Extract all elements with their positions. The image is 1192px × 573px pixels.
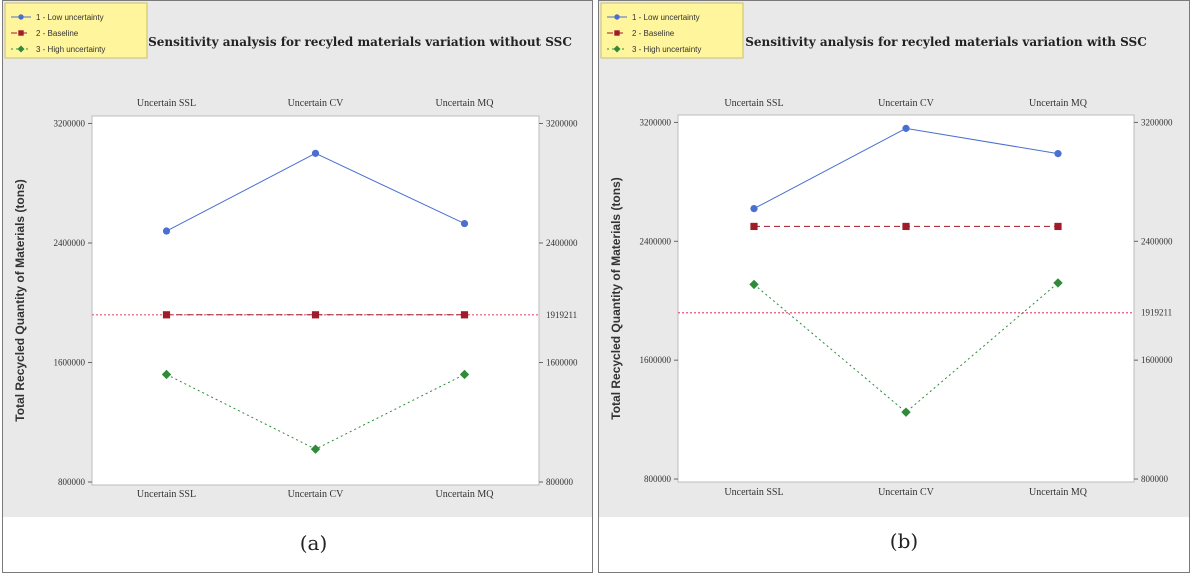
x-tick-label: Uncertain MQ <box>435 489 494 500</box>
y-axis-label: Total Recycled Quantity of Materials (to… <box>13 179 27 421</box>
data-point-series-3 <box>161 369 172 380</box>
y-tick-label-left: 3200000 <box>54 118 86 128</box>
legend: 1 - Low uncertainty 2 - Baseline 3 - High … <box>4 2 148 59</box>
legend-label: 3 - High uncertainty <box>36 45 105 54</box>
data-point-series-1 <box>460 219 469 228</box>
legend-marker <box>18 30 24 36</box>
chart-title: Sensitivity analysis for recyled materia… <box>745 35 1147 49</box>
y-tick-label-right: 2400000 <box>1141 236 1173 246</box>
legend-marker <box>614 30 620 36</box>
data-point-series-3 <box>459 369 470 380</box>
panel-label: (b) <box>890 529 918 553</box>
panel-caption-area <box>2 517 593 573</box>
y-tick-label-right: 3200000 <box>546 118 578 128</box>
data-point-series-3 <box>1053 278 1063 288</box>
data-point-series-1 <box>162 227 171 235</box>
data-point-series-1 <box>311 149 320 157</box>
data-point-series-2 <box>311 311 320 319</box>
x-tick-label: Uncertain SSL <box>137 489 196 500</box>
data-point-series-2 <box>162 311 171 319</box>
reference-line-label: 1919211 <box>1141 308 1172 318</box>
y-tick-label-right: 2400000 <box>546 238 578 248</box>
y-tick-label-right: 800000 <box>546 477 574 487</box>
legend-box <box>600 2 744 59</box>
panel-label: (a) <box>300 531 328 555</box>
legend-marker <box>614 14 620 20</box>
top-tick-label: Uncertain CV <box>878 98 935 109</box>
data-point-series-2 <box>902 222 910 231</box>
y-tick-label-left: 800000 <box>644 474 672 484</box>
legend-marker <box>613 45 621 53</box>
chart-title: Sensitivity analysis for recyled materia… <box>148 35 572 49</box>
data-point-series-3 <box>310 444 321 454</box>
legend-label: 1 - Low uncertainty <box>36 13 104 22</box>
legend-label: 2 - Baseline <box>632 29 675 38</box>
reference-line-label: 1919211 <box>546 310 577 320</box>
top-tick-label: Uncertain SSL <box>724 98 783 109</box>
x-tick-label: Uncertain MQ <box>1029 487 1088 498</box>
plot-area <box>677 114 1135 483</box>
legend-label: 1 - Low uncertainty <box>632 13 700 22</box>
chart-panel-b: Sensitivity analysis for recyled materia… <box>598 0 1190 573</box>
y-tick-label-right: 3200000 <box>1141 117 1173 127</box>
y-tick-label-right: 1600000 <box>546 357 578 367</box>
data-point-series-2 <box>460 311 469 319</box>
top-tick-label: Uncertain MQ <box>435 98 494 109</box>
data-point-series-3 <box>749 279 759 290</box>
x-tick-label: Uncertain CV <box>878 487 935 498</box>
chart-panel-a: Sensitivity analysis for recyled materia… <box>2 0 593 573</box>
x-tick-label: Uncertain CV <box>288 489 345 500</box>
top-tick-label: Uncertain MQ <box>1029 98 1088 109</box>
y-tick-label-right: 800000 <box>1141 474 1169 484</box>
legend-label: 2 - Baseline <box>36 29 79 38</box>
data-point-series-1 <box>902 124 910 132</box>
y-tick-label-left: 3200000 <box>640 117 672 127</box>
legend-marker <box>17 45 25 53</box>
data-point-series-3 <box>901 407 911 417</box>
legend-box <box>4 2 148 59</box>
legend-label: 3 - High uncertainty <box>632 45 701 54</box>
y-tick-label-left: 2400000 <box>54 238 86 248</box>
x-tick-label: Uncertain SSL <box>724 487 783 498</box>
y-tick-label-left: 800000 <box>58 477 86 487</box>
data-point-series-1 <box>750 205 758 213</box>
panel-caption-area <box>598 517 1190 573</box>
data-point-series-2 <box>750 222 758 231</box>
top-tick-label: Uncertain CV <box>288 98 345 109</box>
series-line-3 <box>753 282 1059 413</box>
data-point-series-1 <box>1054 150 1062 158</box>
y-tick-label-left: 1600000 <box>54 357 86 367</box>
top-tick-label: Uncertain SSL <box>137 98 196 109</box>
y-tick-label-left: 2400000 <box>640 236 672 246</box>
y-tick-label-right: 1600000 <box>1141 355 1173 365</box>
plot-area <box>91 115 540 486</box>
legend: 1 - Low uncertainty 2 - Baseline 3 - High … <box>600 2 744 59</box>
y-tick-label-left: 1600000 <box>640 355 672 365</box>
y-axis-label: Total Recycled Quantity of Materials (to… <box>609 177 623 419</box>
data-point-series-2 <box>1054 222 1062 231</box>
legend-marker <box>18 14 24 20</box>
